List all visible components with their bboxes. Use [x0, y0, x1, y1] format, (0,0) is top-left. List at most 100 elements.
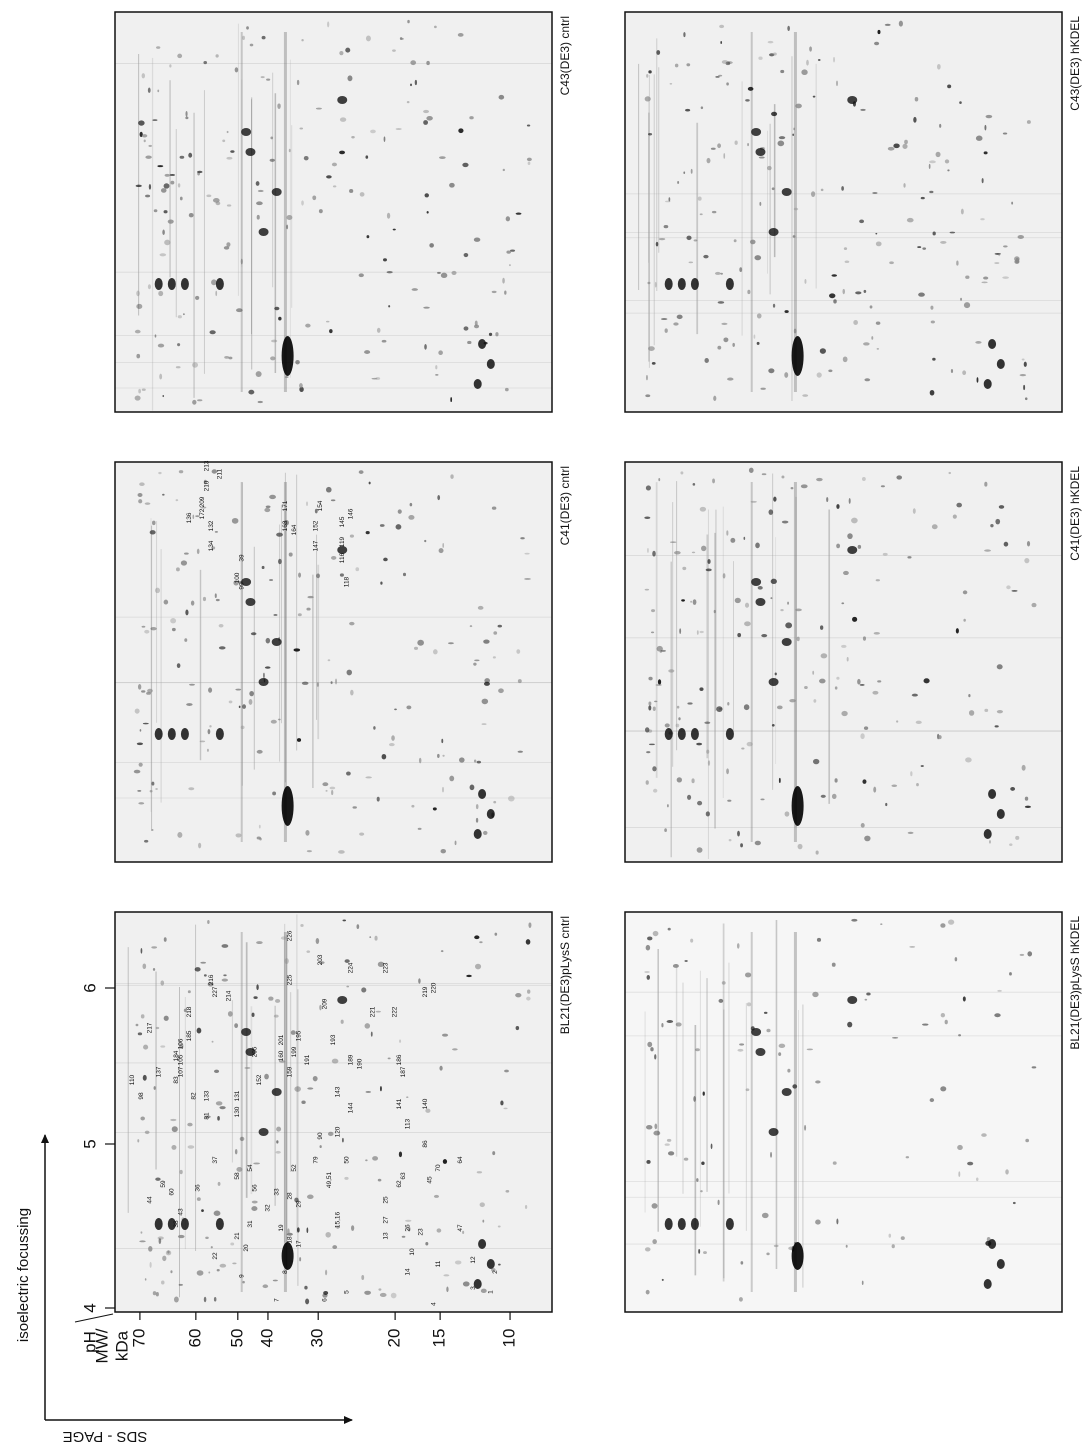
gel-spot — [192, 514, 195, 520]
gel-spot — [257, 189, 264, 193]
gel-spot — [718, 998, 724, 1003]
gel-spot — [147, 688, 153, 693]
gel-spot — [737, 1048, 744, 1052]
gel-spot — [442, 786, 444, 793]
gel-spot — [350, 689, 354, 696]
gel-spot — [219, 1106, 226, 1110]
spot-label: 14 — [405, 1268, 412, 1276]
spot-label: 43 — [177, 1208, 184, 1216]
spot-label: 36 — [195, 1184, 202, 1192]
gel-spot — [180, 728, 189, 740]
gel-spot — [137, 492, 143, 498]
gel-spot — [651, 1203, 658, 1209]
gel-spot — [515, 212, 522, 215]
spot-label: 3 — [470, 1286, 477, 1290]
gel-content — [115, 914, 552, 1305]
gel-spot — [217, 1116, 220, 1121]
spot-label: 60 — [169, 1188, 176, 1196]
gel-spot — [888, 1233, 892, 1238]
gel-spot — [955, 628, 959, 634]
gel-spot — [754, 255, 762, 261]
gel-spot — [245, 1048, 256, 1056]
spot-label: 17 — [295, 1240, 302, 1248]
gel-spot — [1003, 245, 1008, 248]
gel-spot — [176, 663, 181, 669]
gel-spot — [365, 776, 372, 779]
gel-spot — [286, 215, 293, 220]
gel-spot — [743, 704, 750, 711]
gel-spot — [506, 250, 511, 254]
gel-spot — [170, 1118, 177, 1122]
gel-spot — [748, 467, 754, 473]
gel-spot — [855, 291, 862, 295]
gel-spot — [147, 284, 151, 290]
gel-spot — [645, 394, 651, 398]
gel-spot — [740, 843, 743, 848]
gel-spot — [158, 1238, 162, 1244]
gel-spot — [399, 1039, 402, 1043]
ph-tick-label: 5 — [80, 1139, 99, 1148]
gel-spot — [473, 829, 482, 839]
gel-spot — [451, 270, 457, 275]
gel-spot — [402, 572, 407, 577]
gel-spot — [756, 313, 762, 319]
gel-spot — [177, 1234, 185, 1239]
gel-spot — [405, 1219, 412, 1222]
gel-spot — [190, 600, 195, 606]
gel-spot — [197, 170, 203, 174]
gel-spot — [1031, 602, 1037, 608]
spot-label: 140 — [422, 1098, 429, 1109]
gel-spot — [203, 974, 207, 977]
gel-spot — [157, 343, 165, 348]
gel-spot — [654, 1123, 658, 1130]
gel-frame — [624, 11, 1063, 413]
gel-spot — [386, 212, 391, 219]
gel-spot — [760, 387, 766, 390]
spot-label: 107 — [177, 1066, 184, 1077]
gel-spot — [335, 678, 337, 685]
gel-spot — [753, 334, 756, 339]
gel-spot — [793, 207, 799, 211]
gel-spot — [173, 1296, 179, 1303]
gel-spot — [931, 524, 938, 530]
spot-label: 214 — [225, 990, 232, 1001]
gel-spot — [167, 278, 176, 290]
gel-spot — [450, 397, 453, 403]
spot-label: 10 — [409, 1248, 416, 1256]
gel-spot — [143, 1044, 149, 1050]
gel-spot — [331, 1058, 339, 1064]
gel-spot — [843, 247, 848, 251]
gel-spot — [745, 99, 750, 102]
gel-spot — [756, 341, 760, 345]
gel-spot — [872, 192, 878, 194]
gel-spot — [1003, 541, 1009, 547]
gel-spot — [937, 63, 941, 70]
gel-spot — [679, 628, 682, 634]
gel-spot — [707, 760, 711, 766]
gel-spot — [312, 1075, 318, 1082]
gel-spot — [137, 1139, 140, 1143]
gel-spot — [245, 148, 256, 156]
gel-spot — [329, 786, 336, 790]
gel-spot — [306, 1227, 309, 1234]
gel-spot — [346, 669, 352, 676]
gel-spot — [187, 1122, 193, 1127]
gel-spot — [215, 598, 220, 602]
gel-spot — [654, 281, 657, 288]
spot-label: 184 — [173, 1050, 180, 1061]
gel-spot — [167, 1218, 176, 1230]
gel-spot — [648, 705, 652, 711]
gel-spot — [711, 210, 717, 214]
gel-spot — [515, 992, 522, 998]
gel-spot — [283, 519, 289, 526]
gel-spot — [928, 163, 931, 169]
gel-spot — [847, 546, 858, 554]
gel-spot — [877, 29, 881, 35]
gel-spot — [526, 124, 531, 127]
gel-spot — [712, 478, 715, 484]
gel-spot — [269, 578, 274, 582]
gel-spot — [947, 169, 950, 172]
gel-spot — [706, 157, 711, 164]
gel-spot — [976, 1177, 979, 1182]
spot-label: 186 — [396, 1054, 403, 1065]
